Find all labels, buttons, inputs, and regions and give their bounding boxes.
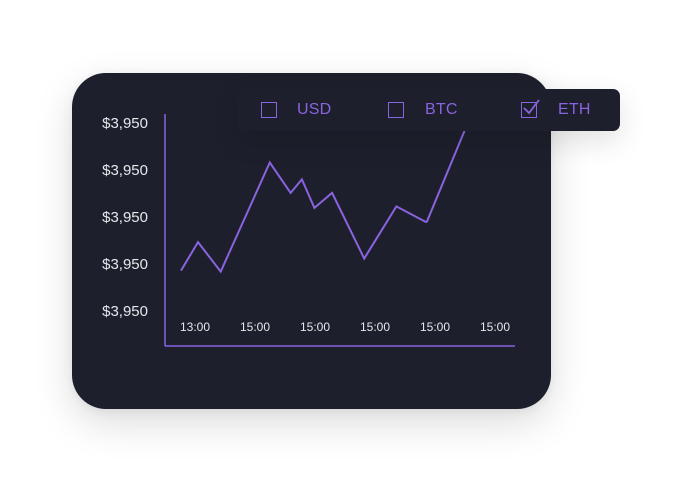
x-tick-label: 15:00 (240, 320, 270, 334)
x-tick-label: 15:00 (480, 320, 510, 334)
y-tick-label: $3,950 (102, 303, 148, 320)
y-tick-label: $3,950 (102, 256, 148, 273)
currency-toggle-bar: USD BTC ETH (237, 89, 620, 131)
x-tick-label: 15:00 (420, 320, 450, 334)
btc-checkbox[interactable] (388, 102, 404, 118)
usd-checkbox[interactable] (261, 102, 277, 118)
y-tick-label: $3,950 (102, 209, 148, 226)
x-tick-label: 15:00 (360, 320, 390, 334)
price-series-line (180, 160, 428, 274)
toggle-eth[interactable]: ETH (521, 89, 591, 131)
usd-label: USD (297, 101, 332, 118)
y-axis-ticks: $3,950 $3,950 $3,950 $3,950 $3,950 (102, 115, 148, 320)
checkmark-icon (523, 99, 540, 115)
eth-label: ETH (558, 101, 591, 118)
x-tick-label: 15:00 (300, 320, 330, 334)
toggle-usd[interactable]: USD (261, 89, 331, 131)
eth-checkbox[interactable] (521, 99, 540, 118)
y-tick-label: $3,950 (102, 115, 148, 132)
btc-label: BTC (425, 101, 458, 118)
x-axis-ticks: 13:00 15:00 15:00 15:00 15:00 15:00 (180, 320, 510, 334)
y-tick-label: $3,950 (102, 162, 148, 179)
toggle-btc[interactable]: BTC (388, 89, 458, 131)
x-tick-label: 13:00 (180, 320, 210, 334)
